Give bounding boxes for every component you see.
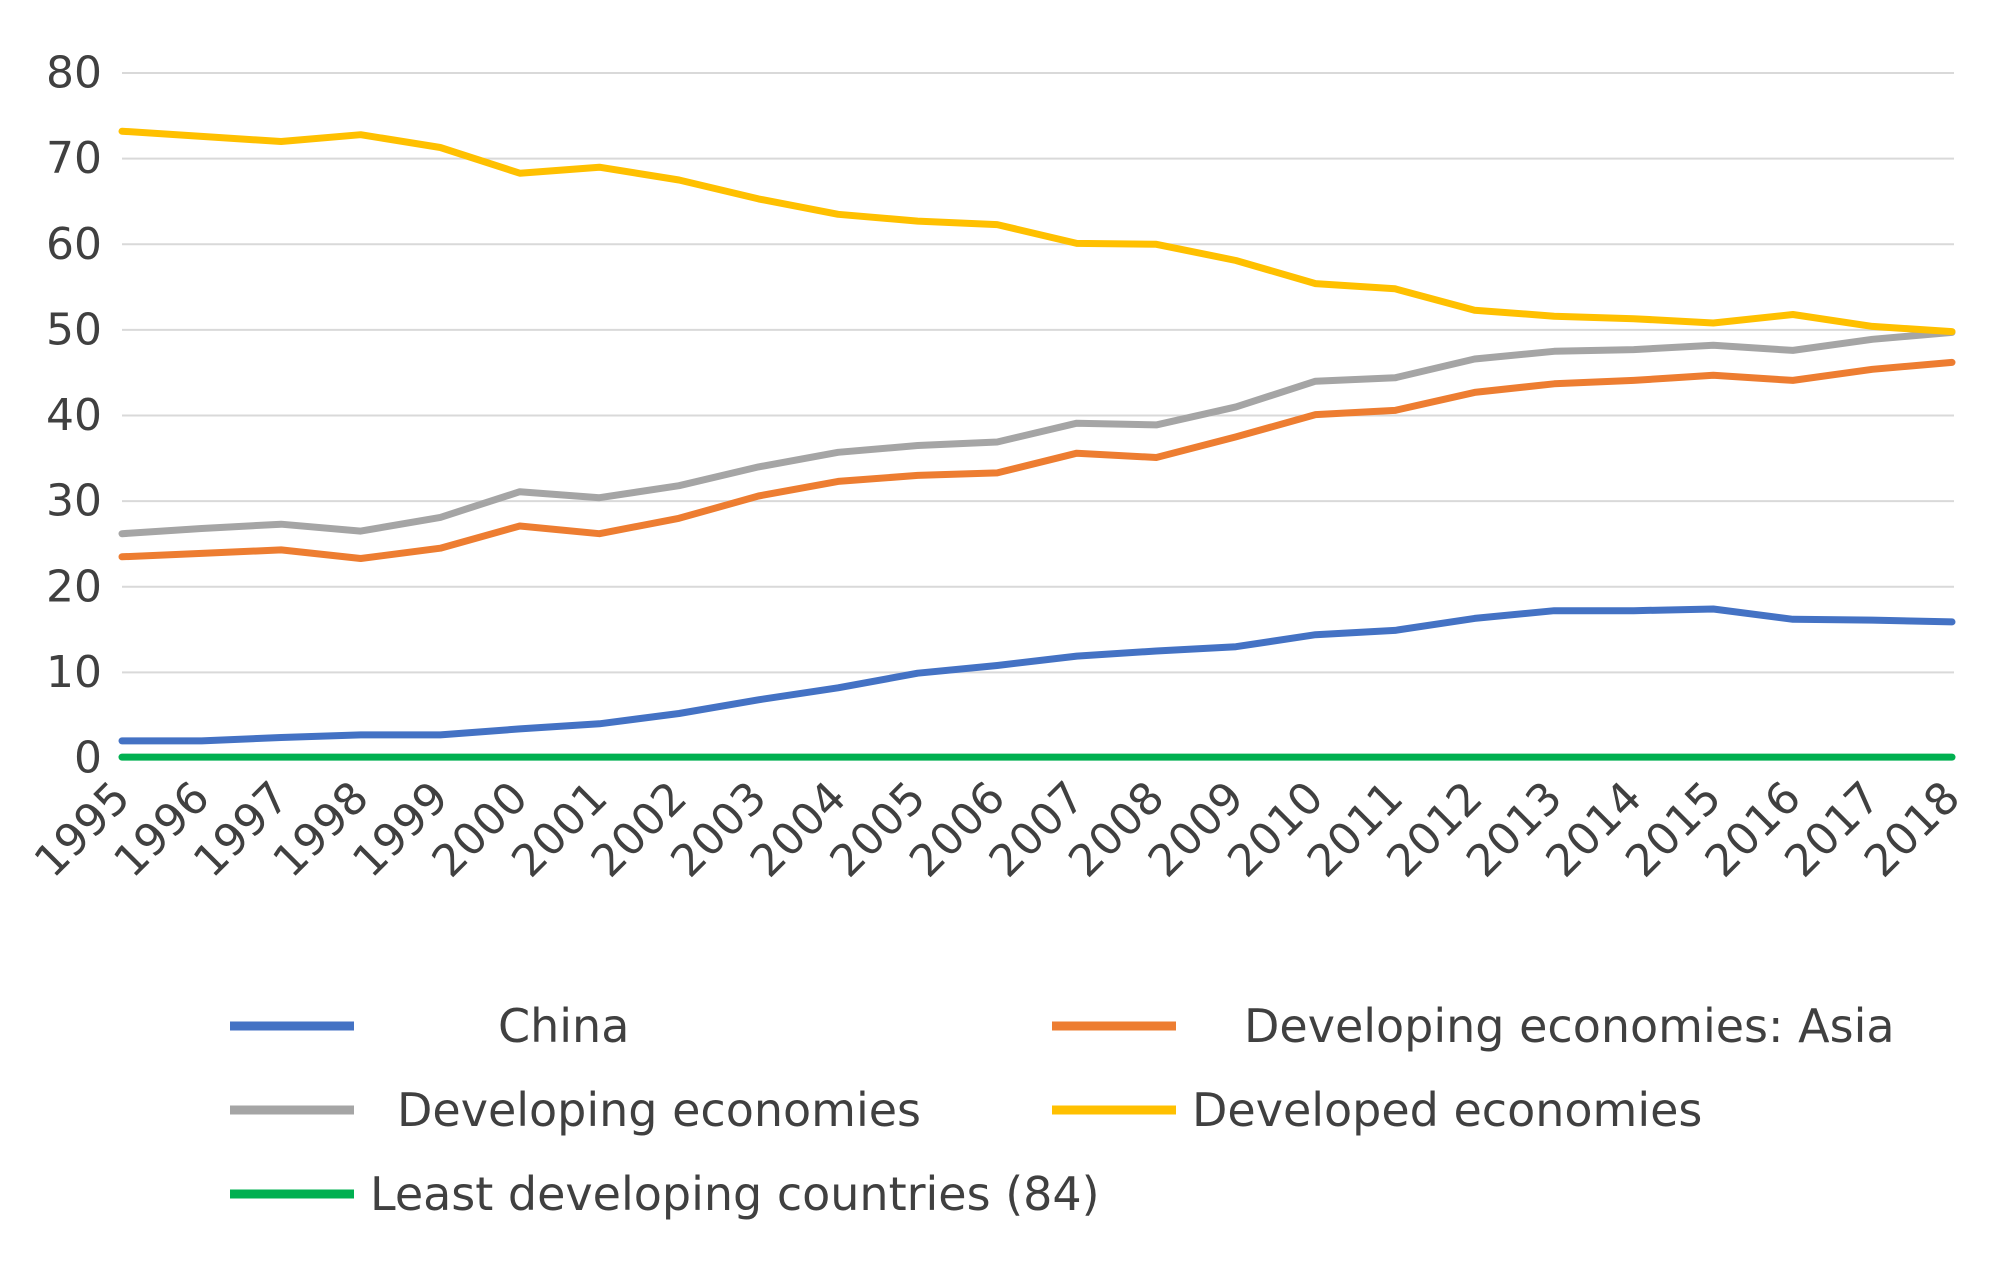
legend-label-developing-economies-asia: Developing economies: Asia <box>1244 999 1895 1053</box>
y-tick-label-0: 0 <box>74 733 102 784</box>
y-axis-tick-labels: 0 10 20 30 40 50 60 70 80 <box>46 48 102 784</box>
legend-label-least-developing-countries-84: Least developing countries (84) <box>370 1167 1100 1221</box>
y-tick-label-40: 40 <box>46 390 102 441</box>
x-tick-label-2018: 2018 <box>1855 772 1970 887</box>
gridlines <box>122 72 1954 759</box>
legend-label-developed-economies: Developed economies <box>1192 1083 1702 1137</box>
x-axis-tick-labels: 1995199619971998199920002001200220032004… <box>25 772 1970 887</box>
y-tick-label-20: 20 <box>46 561 102 612</box>
y-tick-label-60: 60 <box>46 219 102 270</box>
series-line-developing-economies <box>118 328 1956 538</box>
series-lines <box>118 127 1956 761</box>
series-line-developed-economies <box>118 127 1956 336</box>
series-line-china <box>118 605 1956 745</box>
y-tick-label-50: 50 <box>46 304 102 355</box>
legend-label-developing-economies: Developing economies <box>397 1083 921 1137</box>
legend: China Developing economies: Asia Developin… <box>230 999 1895 1221</box>
y-tick-label-70: 70 <box>46 133 102 184</box>
y-tick-label-10: 10 <box>46 647 102 698</box>
y-tick-label-30: 30 <box>46 476 102 527</box>
y-tick-label-80: 80 <box>46 48 102 99</box>
legend-label-china: China <box>498 999 629 1053</box>
series-line-developing-economies-asia <box>118 358 1956 562</box>
